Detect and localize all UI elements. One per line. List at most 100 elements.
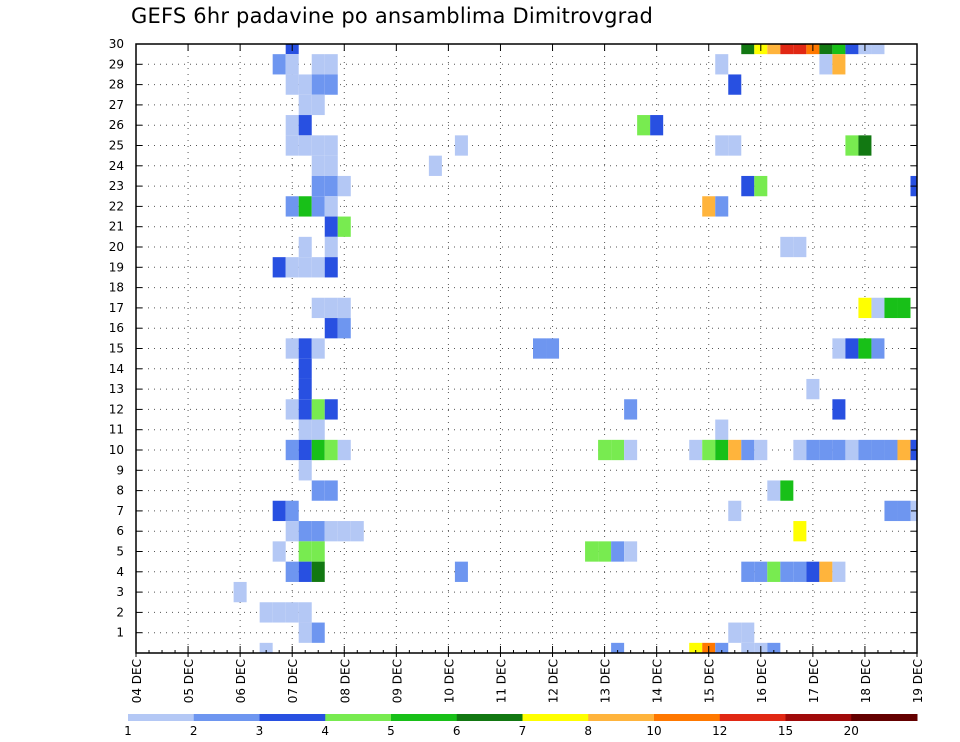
heatmap-cell bbox=[884, 297, 898, 319]
heatmap-cell bbox=[741, 439, 755, 461]
heatmap-cell bbox=[324, 236, 338, 258]
grid-lines bbox=[136, 44, 917, 653]
axes: 1234567891011121314151617181920212223242… bbox=[109, 37, 925, 703]
heatmap-cell bbox=[311, 155, 325, 176]
heatmap-cell bbox=[337, 521, 351, 542]
y-tick-label: 15 bbox=[109, 342, 124, 356]
y-tick-label: 22 bbox=[109, 199, 124, 213]
heatmap-cell bbox=[832, 439, 846, 461]
heatmap-cell bbox=[715, 54, 729, 75]
heatmap-cell bbox=[311, 521, 325, 542]
x-tick-label: 06 DEC bbox=[234, 659, 248, 703]
y-tick-label: 25 bbox=[109, 139, 124, 153]
heatmap-cell bbox=[819, 561, 833, 582]
heatmap-cell bbox=[546, 338, 560, 359]
heatmap-cell bbox=[285, 500, 299, 522]
y-tick-label: 29 bbox=[109, 57, 124, 71]
heatmap-cell bbox=[728, 135, 742, 156]
heatmap-cell bbox=[793, 439, 807, 461]
heatmap-cell bbox=[337, 297, 351, 319]
heatmap-cell bbox=[298, 460, 312, 481]
y-tick-label: 19 bbox=[109, 260, 124, 274]
heatmap-cell bbox=[454, 561, 468, 582]
heatmap-cell bbox=[598, 541, 612, 562]
colorbar-label: 2 bbox=[190, 724, 198, 738]
heatmap-cell bbox=[285, 54, 299, 75]
colorbar-label: 20 bbox=[844, 724, 859, 738]
y-tick-label: 13 bbox=[109, 382, 124, 396]
y-tick-label: 3 bbox=[116, 585, 124, 599]
heatmap-cell bbox=[741, 175, 755, 197]
y-tick-label: 11 bbox=[109, 423, 124, 437]
heatmap-cell bbox=[272, 54, 286, 75]
heatmap-cell bbox=[715, 135, 729, 156]
colorbar-swatch bbox=[259, 714, 326, 721]
heatmap-cell bbox=[767, 480, 781, 501]
x-tick-label: 13 DEC bbox=[599, 659, 613, 703]
heatmap-cell bbox=[324, 175, 338, 197]
heatmap-cell bbox=[819, 439, 833, 461]
heatmap-cell bbox=[311, 480, 325, 501]
heatmap-cell bbox=[311, 541, 325, 562]
heatmap-cell bbox=[324, 74, 338, 95]
heatmap-cell bbox=[598, 439, 612, 461]
heatmap-cell bbox=[858, 135, 872, 156]
heatmap-cell bbox=[728, 74, 742, 95]
heatmap-cell bbox=[689, 439, 703, 461]
heatmap-cell bbox=[337, 175, 351, 197]
colorbar-label: 15 bbox=[778, 724, 793, 738]
heatmap-cell bbox=[715, 196, 729, 217]
heatmap-cell bbox=[702, 439, 716, 461]
heatmap-cell bbox=[806, 378, 820, 400]
heatmap-cell bbox=[285, 338, 299, 359]
x-tick-label: 09 DEC bbox=[390, 659, 404, 703]
y-tick-label: 5 bbox=[116, 545, 124, 559]
heatmap-cell bbox=[832, 44, 846, 55]
colorbar-swatch bbox=[851, 714, 918, 721]
x-tick-label: 07 DEC bbox=[286, 659, 300, 703]
heatmap-cell bbox=[897, 500, 911, 522]
colorbar-label: 8 bbox=[584, 724, 592, 738]
colorbar-swatch bbox=[719, 714, 786, 721]
heatmap-cell bbox=[611, 642, 625, 653]
heatmap-cell bbox=[298, 541, 312, 562]
heatmap-cell bbox=[272, 257, 286, 278]
heatmap-cell bbox=[311, 399, 325, 420]
heatmap-cell bbox=[298, 257, 312, 278]
heatmap-cell bbox=[702, 196, 716, 217]
heatmap-cell bbox=[311, 54, 325, 75]
heatmap-cell bbox=[819, 44, 833, 55]
heatmap-cell bbox=[298, 236, 312, 258]
heatmap-cell bbox=[298, 338, 312, 359]
y-tick-label: 12 bbox=[109, 402, 124, 416]
heatmap-cell bbox=[715, 439, 729, 461]
heatmap-cell bbox=[272, 541, 286, 562]
heatmap-cell bbox=[454, 135, 468, 156]
heatmap-cell bbox=[311, 297, 325, 319]
x-tick-label: 19 DEC bbox=[911, 659, 925, 703]
x-tick-label: 10 DEC bbox=[442, 659, 456, 703]
heatmap-cell bbox=[611, 541, 625, 562]
colorbar-swatch bbox=[456, 714, 523, 721]
heatmap-cell bbox=[832, 338, 846, 359]
colorbar-label: 7 bbox=[519, 724, 527, 738]
heatmap-cell bbox=[728, 622, 742, 643]
heatmap-cell bbox=[298, 74, 312, 95]
heatmap-cell bbox=[272, 602, 286, 623]
x-tick-label: 11 DEC bbox=[494, 659, 508, 703]
x-tick-label: 15 DEC bbox=[703, 659, 717, 703]
heatmap-cell bbox=[741, 622, 755, 643]
heatmap-cell bbox=[728, 500, 742, 522]
heatmap-cell bbox=[767, 561, 781, 582]
colorbar-swatch bbox=[522, 714, 589, 721]
heatmap-cell bbox=[741, 642, 755, 653]
heatmap-cell bbox=[285, 399, 299, 420]
heatmap-cell bbox=[324, 399, 338, 420]
heatmap-cell bbox=[324, 439, 338, 461]
x-tick-label: 08 DEC bbox=[338, 659, 352, 703]
heatmap-cell bbox=[832, 399, 846, 420]
heatmap-cell bbox=[806, 561, 820, 582]
heatmap-cell bbox=[897, 439, 911, 461]
heatmap-cell bbox=[754, 561, 768, 582]
heatmap-cell bbox=[285, 196, 299, 217]
